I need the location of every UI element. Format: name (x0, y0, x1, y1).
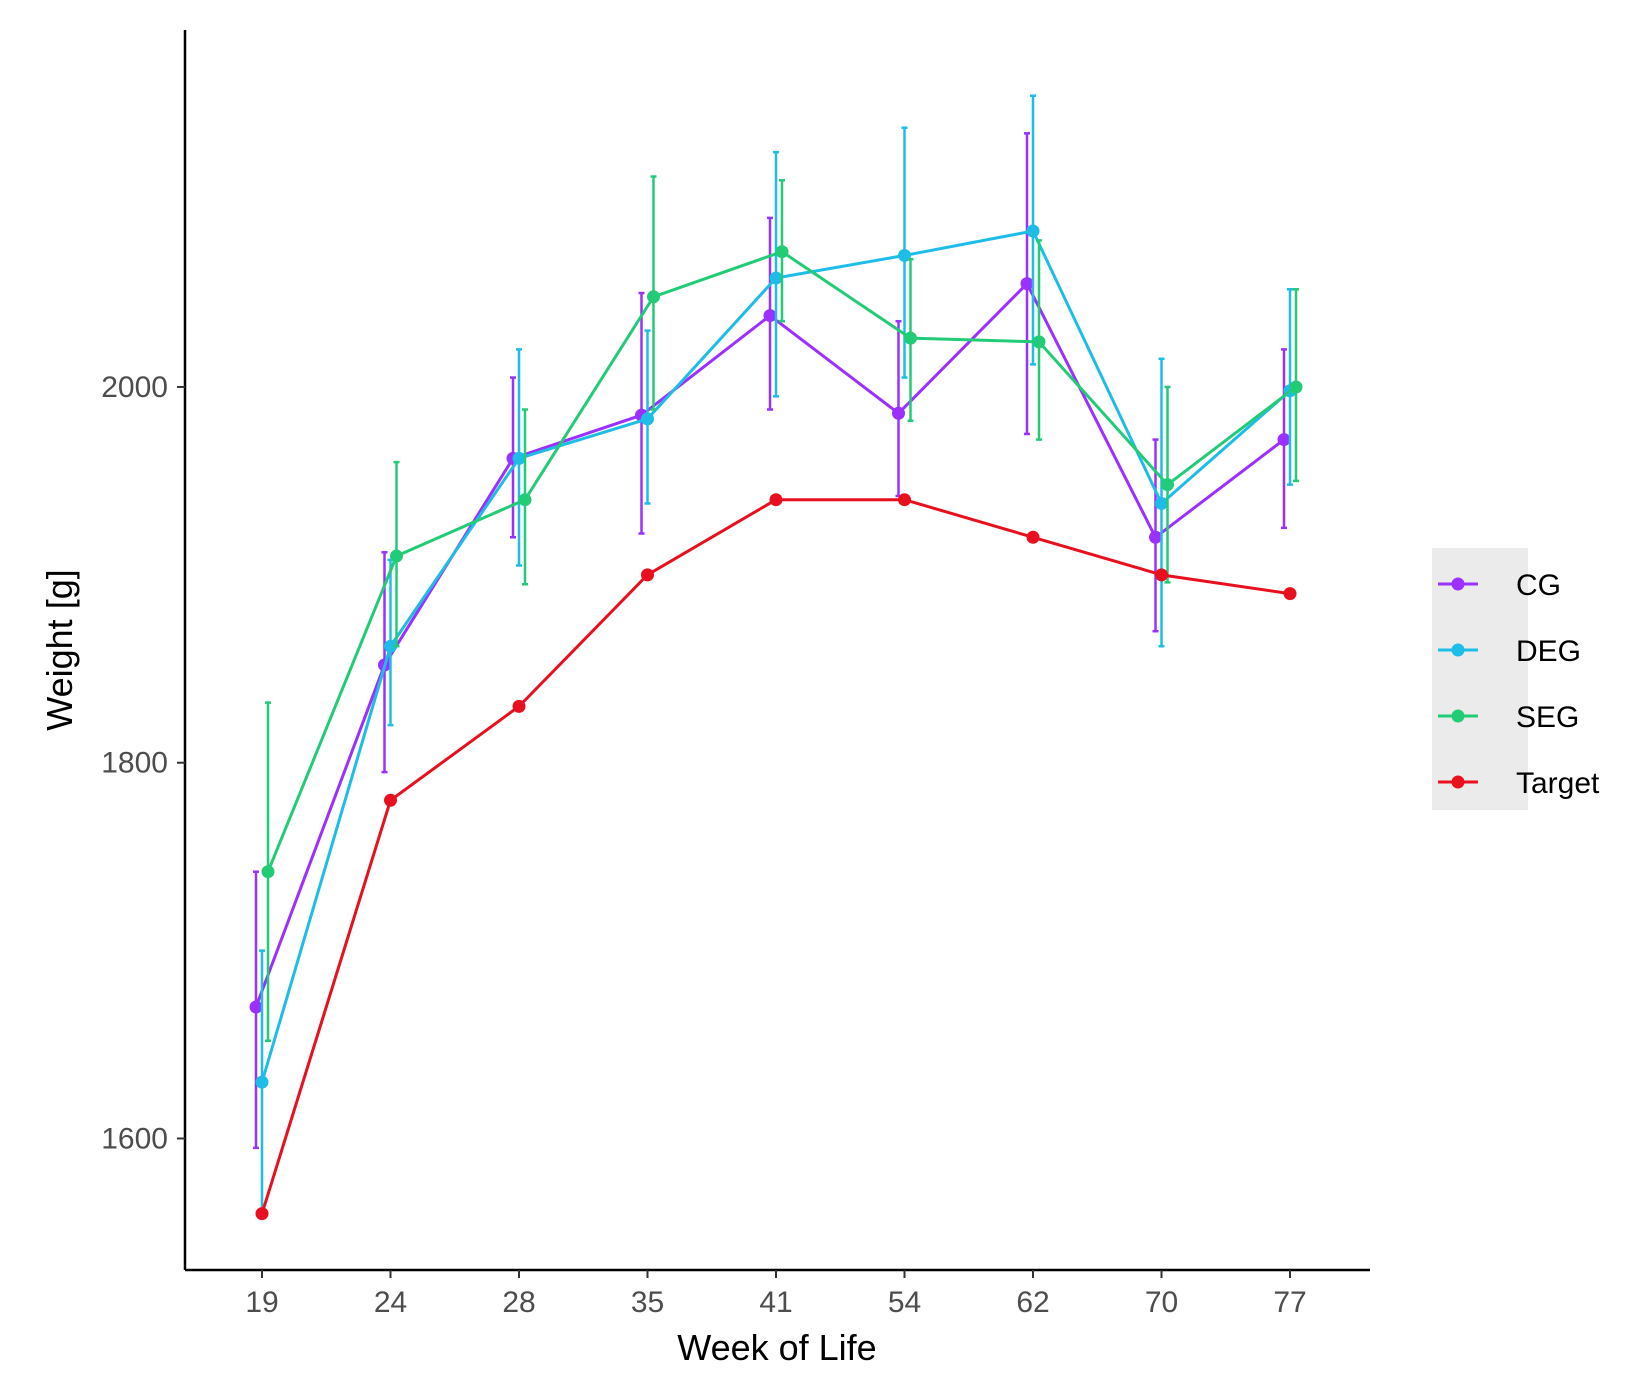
x-tick-label: 41 (759, 1286, 792, 1319)
data-point (255, 1207, 269, 1221)
legend-label: CG (1516, 569, 1561, 602)
data-point (769, 493, 783, 507)
data-point (1155, 496, 1168, 510)
data-point (249, 1000, 263, 1014)
data-point (1289, 380, 1303, 394)
data-point (1283, 587, 1297, 601)
data-point (255, 1075, 269, 1089)
data-point (763, 309, 777, 323)
legend-background (1432, 548, 1528, 810)
data-point (898, 493, 911, 507)
legend-key-point (1451, 643, 1465, 657)
series-target (255, 493, 1297, 1221)
x-tick-label: 24 (374, 1286, 407, 1319)
data-point (1149, 530, 1162, 544)
axis-labels: Week of Life Weight [g] (39, 569, 877, 1368)
x-tick-label: 70 (1145, 1286, 1178, 1319)
x-axis-title: Week of Life (677, 1327, 876, 1368)
data-point (512, 699, 526, 713)
data-point (512, 451, 526, 465)
legend-key-point (1451, 577, 1465, 591)
data-point (647, 290, 660, 304)
data-point (518, 493, 532, 507)
axes: 1600 1800 2000 19 24 28 35 41 54 62 70 77 (101, 30, 1370, 1319)
x-tick-label: 77 (1273, 1286, 1306, 1319)
data-point (1032, 335, 1046, 349)
plot-area (249, 94, 1303, 1221)
x-tick-label: 54 (888, 1286, 921, 1319)
series-seg (261, 175, 1303, 1043)
data-point (641, 412, 654, 426)
data-point (1020, 277, 1034, 291)
data-point (641, 568, 654, 582)
legend-key-point (1451, 775, 1465, 789)
x-tick-label: 28 (502, 1286, 535, 1319)
data-point (904, 331, 917, 345)
series-deg (255, 94, 1297, 1219)
legend-label: Target (1516, 767, 1600, 800)
x-tick-label: 35 (631, 1286, 664, 1319)
y-tick-label: 1800 (101, 747, 168, 780)
data-point (1026, 530, 1040, 544)
data-point (1026, 224, 1040, 238)
x-tick-label: 19 (245, 1286, 278, 1319)
x-tick-label: 62 (1016, 1286, 1049, 1319)
data-point (892, 406, 905, 420)
legend: CG DEG SEG Target (1432, 548, 1600, 810)
y-tick-label: 2000 (101, 371, 168, 404)
data-point (390, 549, 403, 563)
y-axis-title: Weight [g] (39, 569, 80, 730)
data-point (384, 639, 397, 653)
data-point (775, 245, 789, 259)
data-point (1155, 568, 1168, 582)
legend-label: SEG (1516, 701, 1579, 734)
legend-key-point (1451, 709, 1465, 723)
data-point (769, 271, 783, 285)
data-point (1161, 478, 1174, 492)
legend-label: DEG (1516, 635, 1581, 668)
data-point (1277, 433, 1291, 447)
y-tick-label: 1600 (101, 1122, 168, 1155)
data-point (261, 865, 275, 879)
data-point (384, 793, 397, 807)
